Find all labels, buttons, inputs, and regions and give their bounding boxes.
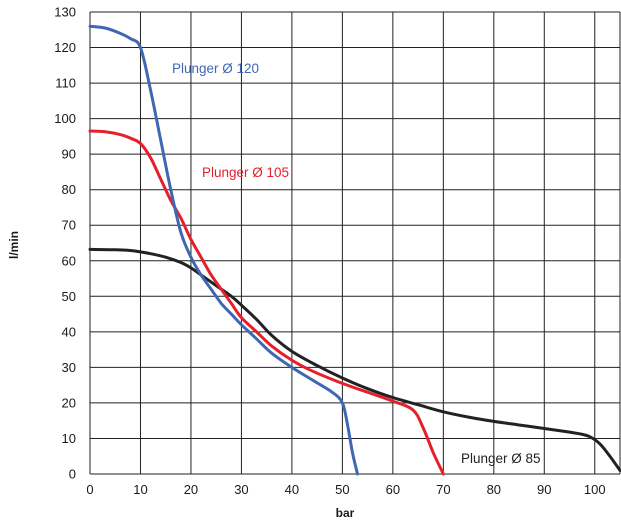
y-tick-label: 100 [54,111,76,126]
grid [89,11,621,475]
x-tick-labels: 0 10 20 30 40 50 60 70 80 90 100 [86,482,605,497]
y-tick-label: 70 [62,218,76,233]
series-label-plunger-85: Plunger Ø 85 [461,451,541,466]
y-tick-label: 60 [62,253,76,268]
x-tick-label: 100 [584,482,606,497]
y-tick-label: 10 [62,431,76,446]
series-label-plunger-105: Plunger Ø 105 [202,165,289,180]
x-tick-label: 90 [537,482,551,497]
y-axis-label: l/min [7,231,21,259]
x-tick-label: 70 [436,482,450,497]
x-tick-label: 10 [133,482,147,497]
x-tick-label: 80 [487,482,501,497]
y-tick-label: 90 [62,147,76,162]
y-tick-label: 40 [62,324,76,339]
series-line-plunger-105 [88,129,445,476]
x-tick-label: 0 [86,482,93,497]
y-tick-label: 80 [62,182,76,197]
y-tick-label: 30 [62,360,76,375]
y-tick-label: 130 [54,5,76,20]
series-line-plunger-120 [88,24,360,476]
x-axis-label: bar [336,506,355,520]
x-tick-label: 40 [285,482,299,497]
series-lines [88,24,621,476]
x-tick-label: 30 [234,482,248,497]
x-tick-label: 50 [335,482,349,497]
y-tick-label: 120 [54,40,76,55]
y-tick-label: 0 [69,467,76,482]
y-tick-label: 110 [55,76,76,91]
y-tick-label: 20 [62,395,76,410]
y-tick-label: 50 [62,289,76,304]
series-line-plunger-85 [88,247,621,472]
x-tick-label: 60 [386,482,400,497]
series-label-plunger-120: Plunger Ø 120 [172,61,259,76]
y-tick-labels: 0 10 20 30 40 50 60 70 80 90 100 110 120 130 [54,5,76,482]
x-tick-label: 20 [184,482,198,497]
